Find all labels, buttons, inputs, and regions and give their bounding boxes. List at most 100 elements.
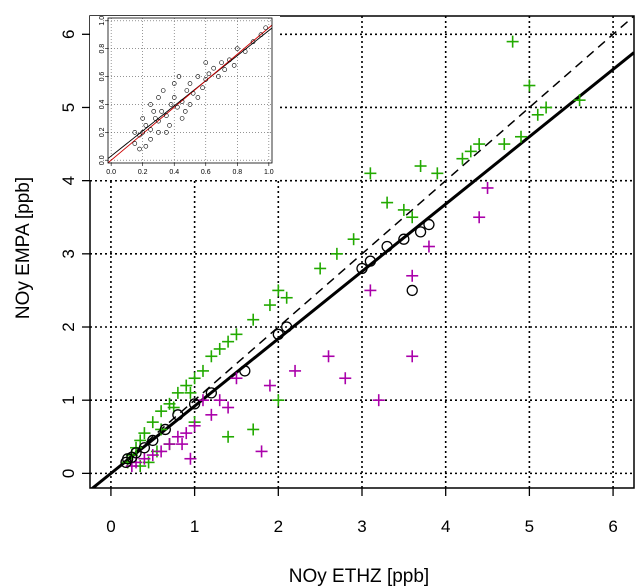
inset-circle-marker [195, 74, 201, 79]
black-circle-marker [172, 409, 184, 421]
identity-line [93, 16, 634, 488]
green-plus-marker [171, 386, 184, 399]
magenta-plus-marker [180, 427, 193, 440]
magenta-plus-marker [406, 350, 419, 363]
x-tick-label: 2 [274, 517, 283, 536]
inset-circle-marker [263, 25, 268, 31]
inset-circle-marker [140, 116, 145, 121]
inset-y-tick-label: 1.0 [99, 16, 106, 26]
magenta-plus-marker [372, 394, 385, 407]
green-plus-marker [464, 145, 477, 158]
green-plus-marker [456, 152, 469, 165]
magenta-plus-marker [176, 438, 189, 451]
green-plus-marker [247, 313, 260, 326]
green-plus-marker [205, 350, 218, 363]
green-plus-marker [397, 203, 410, 216]
x-tick-label: 4 [441, 517, 450, 536]
magenta-plus-marker [481, 181, 494, 194]
green-plus-marker [406, 211, 419, 224]
inset-circle-marker [182, 109, 188, 114]
green-plus-marker [414, 160, 427, 173]
magenta-plus-marker [289, 364, 302, 377]
inset-circle-marker [156, 95, 161, 100]
magenta-plus-marker [364, 284, 377, 297]
green-plus-marker [506, 35, 519, 48]
green-plus-marker [531, 108, 544, 121]
green-plus-marker [573, 94, 586, 107]
black-circle-marker [188, 398, 201, 410]
inset-circle-marker [190, 90, 196, 96]
inset-frame [107, 17, 273, 164]
y-tick-label: 1 [59, 395, 78, 404]
black-circle-marker [138, 442, 151, 454]
magenta-plus-marker [146, 449, 159, 462]
inset-circle-marker [200, 85, 205, 91]
black-circle-marker [239, 365, 251, 377]
y-tick-label: 6 [59, 30, 78, 39]
x-tick-label: 6 [608, 517, 617, 536]
inset-circle-marker [164, 130, 169, 135]
inset-y-tick-label: 0.8 [99, 44, 106, 54]
green-plus-marker [263, 299, 276, 312]
inset-chart: 0.0 0.2 0.4 0.6 0.8 1.0 0.0 0.2 0.4 0.6 0.8 1.0 [90, 16, 280, 180]
black-circle-marker [414, 226, 427, 238]
inset-fit-line [108, 24, 272, 163]
green-plus-marker [540, 101, 553, 114]
inset-circle-marker [206, 71, 212, 77]
inset-x-tick-label: 0.8 [232, 169, 242, 176]
y-tick-label: 3 [59, 249, 78, 258]
main-points [120, 35, 586, 473]
inset-circle-marker [250, 39, 256, 45]
black-circle-marker [120, 456, 132, 469]
y-tick-label: 0 [59, 469, 78, 478]
inset-circle-marker [160, 88, 166, 93]
black-circle-marker [381, 240, 393, 253]
green-plus-marker [431, 167, 444, 180]
green-plus-marker [184, 386, 197, 399]
magenta-plus-marker [155, 445, 168, 458]
magenta-plus-marker [184, 452, 197, 465]
inset-circle-marker [151, 109, 157, 114]
green-plus-marker [523, 79, 536, 92]
inset-circle-marker [156, 118, 161, 124]
magenta-plus-marker [263, 379, 276, 392]
inset-circle-marker [242, 49, 248, 54]
black-circle-marker [205, 387, 218, 399]
inset-circle-marker [137, 132, 142, 138]
black-circle-marker [398, 233, 410, 245]
inset-x-tick-label: 0.4 [169, 169, 179, 176]
magenta-plus-marker [473, 211, 486, 224]
inset-circle-marker [216, 74, 221, 79]
x-tick-label: 3 [357, 517, 366, 536]
y-tick-label: 5 [59, 103, 78, 112]
green-plus-marker [473, 138, 486, 151]
inset-circle-marker [176, 74, 182, 79]
inset-circle-marker [156, 130, 161, 135]
inset-circle-marker [187, 102, 193, 107]
inset-circle-marker [258, 32, 264, 38]
magenta-plus-marker [213, 394, 226, 407]
inset-circle-marker [171, 95, 177, 100]
x-tick-label: 1 [190, 517, 199, 536]
inset-y-tick-label: 0.6 [99, 72, 106, 82]
magenta-plus-marker [322, 350, 335, 363]
green-plus-marker [330, 247, 343, 260]
magenta-plus-marker [339, 372, 352, 385]
inset-circle-marker [235, 46, 240, 51]
main-axes: 0 1 2 3 4 5 6 0 1 2 3 4 5 6 [59, 15, 635, 536]
inset-circle-marker [148, 127, 153, 132]
y-tick-label: 4 [59, 176, 78, 185]
green-plus-marker [213, 342, 226, 355]
black-circle-marker [356, 262, 368, 275]
plot-frame [89, 15, 635, 489]
green-plus-marker [180, 379, 193, 392]
inset-y-tick-label: 0.4 [99, 99, 106, 109]
black-circle-marker [281, 321, 293, 333]
inset-circle-marker [184, 88, 190, 93]
inset-circle-marker [227, 57, 232, 63]
magenta-plus-marker [255, 445, 268, 458]
green-plus-marker [381, 196, 394, 209]
inset-circle-marker [167, 123, 172, 128]
green-plus-marker [247, 423, 260, 436]
x-tick-label: 0 [106, 517, 115, 536]
